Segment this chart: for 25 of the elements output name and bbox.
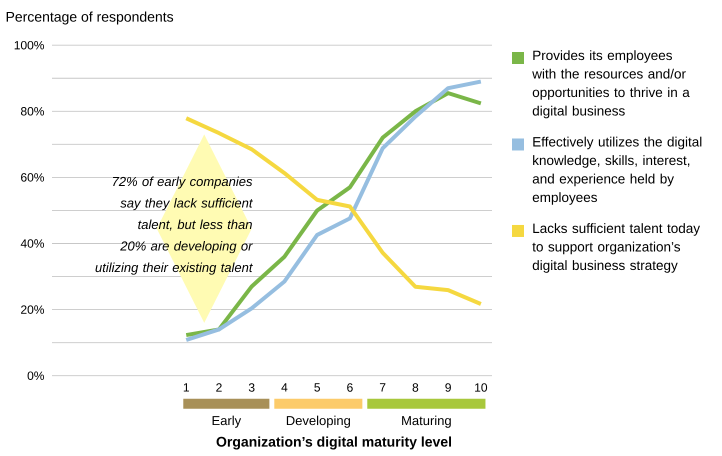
x-tick-label: 3 [248, 383, 255, 392]
y-tick-label: 100% [14, 40, 44, 50]
y-tick-label: 60% [21, 173, 44, 182]
x-tick-label: 1 [184, 383, 189, 392]
x-tick-label: 4 [281, 383, 288, 392]
legend-label: Provides its employees with the resources and/or opportunities to thrive in a digital business [532, 50, 690, 118]
x-tick-label: 10 [475, 383, 488, 392]
x-tick-label: 5 [314, 383, 320, 392]
y-axis-title: Percentage of respondents [6, 11, 174, 25]
x-tick-label: 9 [445, 383, 451, 392]
x-tick-label: 2 [216, 383, 222, 392]
x-axis-title: Organization’s digital maturity level [216, 436, 452, 450]
annotation: 72% of early companies say they lack sufficient talent, but less than 20% are developing or utilizing their existing talent [96, 176, 253, 275]
text: Maturing [402, 416, 451, 428]
text: Early [212, 416, 242, 428]
y-tick-label: 40% [20, 239, 44, 248]
legend-label: Effectively utilizes the digital knowledge, skills, interest, and experience held by employees [532, 136, 702, 205]
x-tick-label: 8 [412, 383, 418, 392]
y-tick-label: 0% [28, 371, 44, 380]
text: Developing [286, 416, 350, 428]
y-tick-label: 20% [21, 305, 44, 314]
x-tick-label: 6 [347, 383, 353, 392]
legend-label: Lacks sufficient talent today to support organization’s digital business strategy [532, 223, 700, 273]
y-tick-label: 80% [20, 107, 44, 116]
x-tick-label: 7 [380, 383, 386, 392]
